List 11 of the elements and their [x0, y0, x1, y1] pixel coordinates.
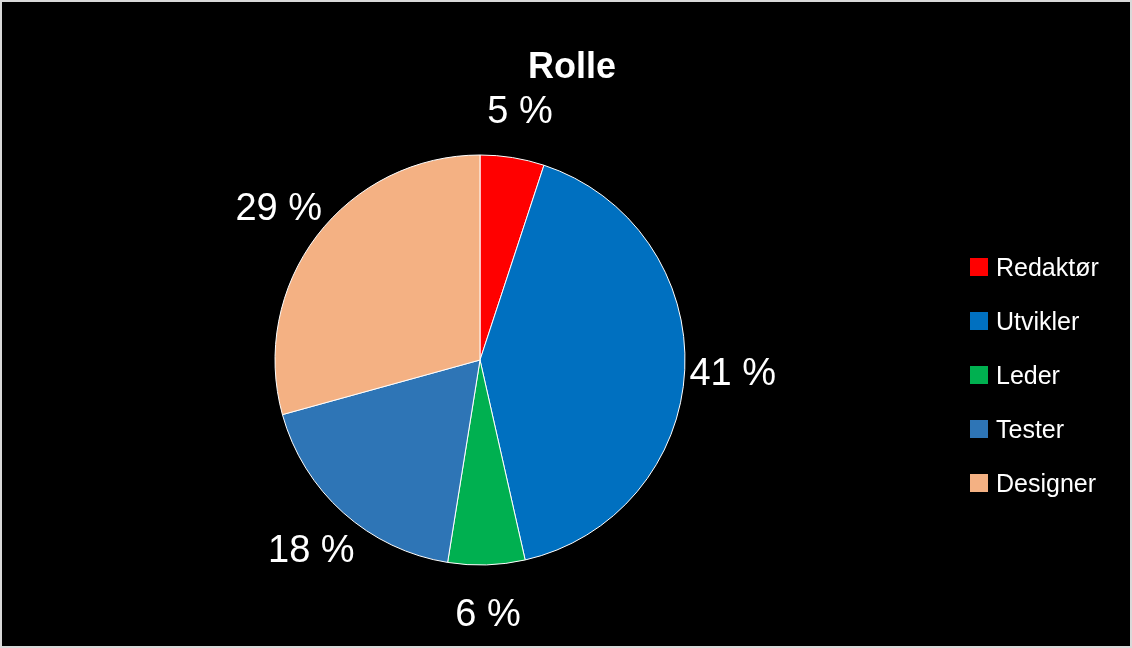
legend-label: Utvikler — [996, 307, 1080, 335]
data-label: 5 % — [487, 89, 553, 132]
legend-label: Designer — [996, 469, 1097, 497]
legend-label: Redaktør — [996, 253, 1099, 281]
legend-label: Tester — [996, 415, 1065, 443]
data-label: 29 % — [235, 185, 322, 228]
chart-title: Rolle — [527, 45, 617, 86]
data-label: 18 % — [267, 527, 355, 570]
data-label: 6 % — [455, 591, 521, 634]
data-label: 41 % — [689, 351, 777, 394]
legend-label: Leder — [996, 361, 1060, 389]
